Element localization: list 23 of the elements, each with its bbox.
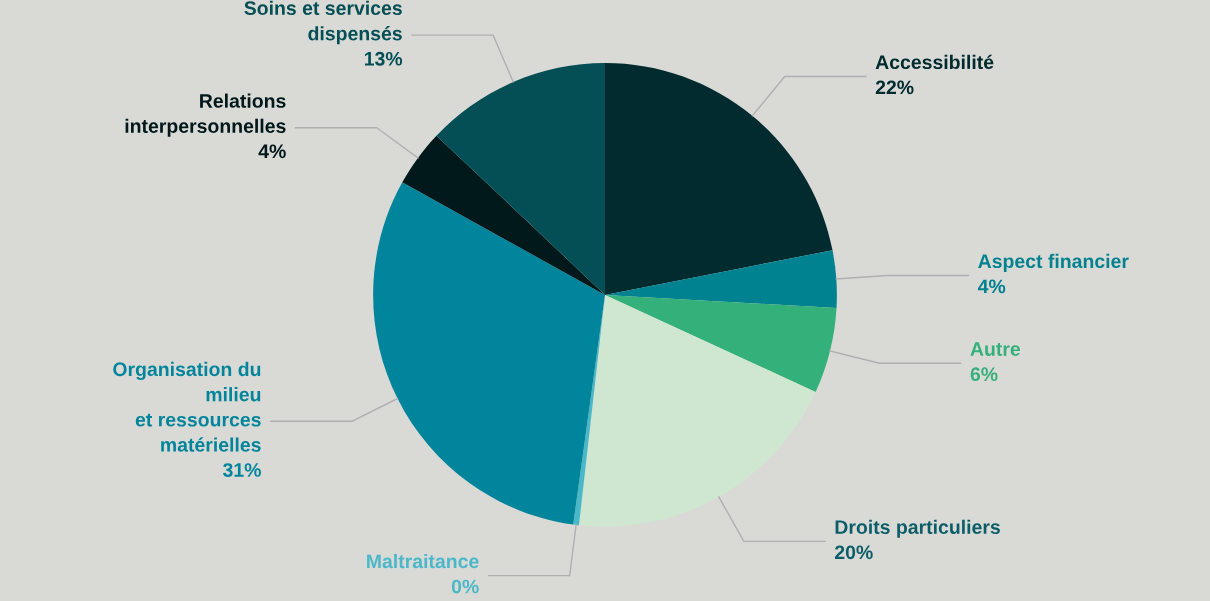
slice-label: Autre <box>970 342 1021 356</box>
slice-label: Organisation du milieu et ressources matérielles <box>113 361 261 452</box>
data-label: 0% <box>451 579 479 594</box>
data-label: 31% <box>223 463 261 477</box>
data-label: 4% <box>977 279 1006 294</box>
data-label: 13% <box>364 51 403 66</box>
pie-slice <box>605 63 833 295</box>
pie-slice <box>605 294 837 392</box>
pie-slice <box>578 294 816 527</box>
pie-slice <box>402 135 605 295</box>
data-label: 6% <box>970 367 998 382</box>
data-label: 20% <box>834 545 873 560</box>
slice-label: Maltraitance <box>367 553 479 569</box>
pie-slice <box>373 182 605 525</box>
slice-label: Soins et services dispensés <box>244 0 402 45</box>
slice-label: Aspect financier <box>978 253 1129 272</box>
pie-slice <box>436 63 605 295</box>
slice-label: Accessibilité <box>875 54 994 70</box>
pie-slice <box>605 250 837 308</box>
slice-label: Droits particuliers <box>835 519 1000 538</box>
data-label: 4% <box>258 144 286 159</box>
data-label: 22% <box>875 80 914 95</box>
slice-label: Relations interpersonnelles <box>125 93 286 137</box>
